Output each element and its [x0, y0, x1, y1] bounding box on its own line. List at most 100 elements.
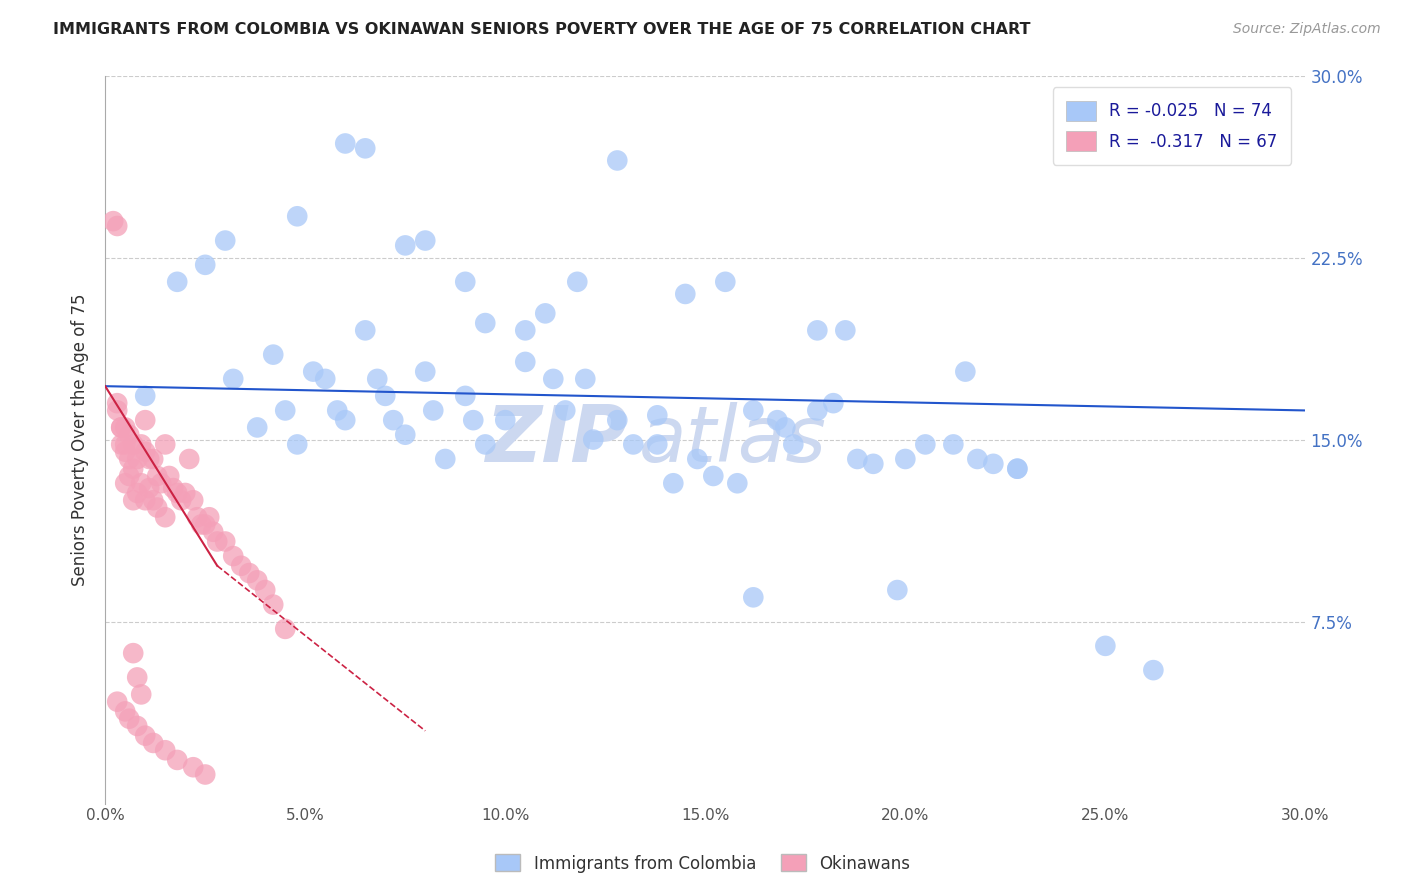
Point — [354, 323, 377, 337]
Point — [983, 457, 1005, 471]
Point — [262, 598, 284, 612]
Point — [194, 258, 217, 272]
Point — [122, 437, 145, 451]
Point — [105, 403, 128, 417]
Point — [127, 486, 149, 500]
Point — [335, 136, 357, 151]
Point — [114, 705, 136, 719]
Point — [382, 413, 405, 427]
Point — [862, 457, 884, 471]
Point — [894, 452, 917, 467]
Point — [1007, 461, 1029, 475]
Point — [118, 427, 141, 442]
Point — [155, 437, 177, 451]
Point — [567, 275, 589, 289]
Point — [181, 760, 204, 774]
Point — [454, 389, 477, 403]
Point — [274, 403, 297, 417]
Point — [1206, 112, 1229, 127]
Point — [714, 275, 737, 289]
Point — [302, 365, 325, 379]
Point — [554, 403, 576, 417]
Point — [534, 306, 557, 320]
Point — [114, 476, 136, 491]
Text: atlas: atlas — [640, 401, 827, 477]
Point — [162, 481, 184, 495]
Point — [742, 591, 765, 605]
Point — [354, 141, 377, 155]
Point — [474, 437, 496, 451]
Point — [198, 510, 221, 524]
Point — [823, 396, 845, 410]
Point — [463, 413, 485, 427]
Point — [138, 481, 160, 495]
Point — [155, 743, 177, 757]
Point — [190, 517, 212, 532]
Text: IMMIGRANTS FROM COLOMBIA VS OKINAWAN SENIORS POVERTY OVER THE AGE OF 75 CORRELAT: IMMIGRANTS FROM COLOMBIA VS OKINAWAN SEN… — [53, 22, 1031, 37]
Point — [314, 372, 336, 386]
Point — [574, 372, 596, 386]
Point — [834, 323, 856, 337]
Point — [122, 646, 145, 660]
Point — [413, 234, 436, 248]
Point — [806, 403, 828, 417]
Point — [515, 323, 537, 337]
Text: ZIP: ZIP — [485, 401, 627, 477]
Point — [129, 437, 152, 451]
Point — [118, 452, 141, 467]
Point — [515, 355, 537, 369]
Point — [1142, 663, 1164, 677]
Point — [105, 396, 128, 410]
Point — [134, 729, 156, 743]
Point — [110, 437, 132, 451]
Point — [942, 437, 965, 451]
Point — [246, 574, 269, 588]
Point — [129, 687, 152, 701]
Point — [174, 486, 197, 500]
Point — [782, 437, 804, 451]
Point — [103, 214, 125, 228]
Point — [274, 622, 297, 636]
Point — [606, 153, 628, 168]
Point — [134, 389, 156, 403]
Point — [134, 493, 156, 508]
Point — [194, 767, 217, 781]
Point — [170, 493, 193, 508]
Point — [285, 209, 308, 223]
Point — [285, 437, 308, 451]
Point — [127, 452, 149, 467]
Point — [955, 365, 977, 379]
Legend: R = -0.025   N = 74, R =  -0.317   N = 67: R = -0.025 N = 74, R = -0.317 N = 67 — [1053, 87, 1291, 165]
Point — [374, 389, 396, 403]
Point — [214, 534, 236, 549]
Point — [775, 420, 797, 434]
Point — [105, 695, 128, 709]
Point — [645, 409, 668, 423]
Point — [725, 476, 748, 491]
Point — [254, 582, 277, 597]
Point — [886, 582, 908, 597]
Point — [686, 452, 709, 467]
Point — [702, 469, 724, 483]
Point — [222, 372, 245, 386]
Point — [134, 444, 156, 458]
Point — [166, 486, 188, 500]
Point — [246, 420, 269, 434]
Point — [413, 365, 436, 379]
Point — [194, 517, 217, 532]
Point — [166, 753, 188, 767]
Point — [238, 566, 260, 580]
Point — [138, 452, 160, 467]
Point — [434, 452, 457, 467]
Point — [394, 427, 416, 442]
Point — [662, 476, 685, 491]
Point — [474, 316, 496, 330]
Point — [142, 736, 165, 750]
Point — [127, 719, 149, 733]
Point — [1094, 639, 1116, 653]
Point — [766, 413, 789, 427]
Point — [606, 413, 628, 427]
Point — [186, 510, 208, 524]
Text: Source: ZipAtlas.com: Source: ZipAtlas.com — [1233, 22, 1381, 37]
Point — [1007, 461, 1029, 475]
